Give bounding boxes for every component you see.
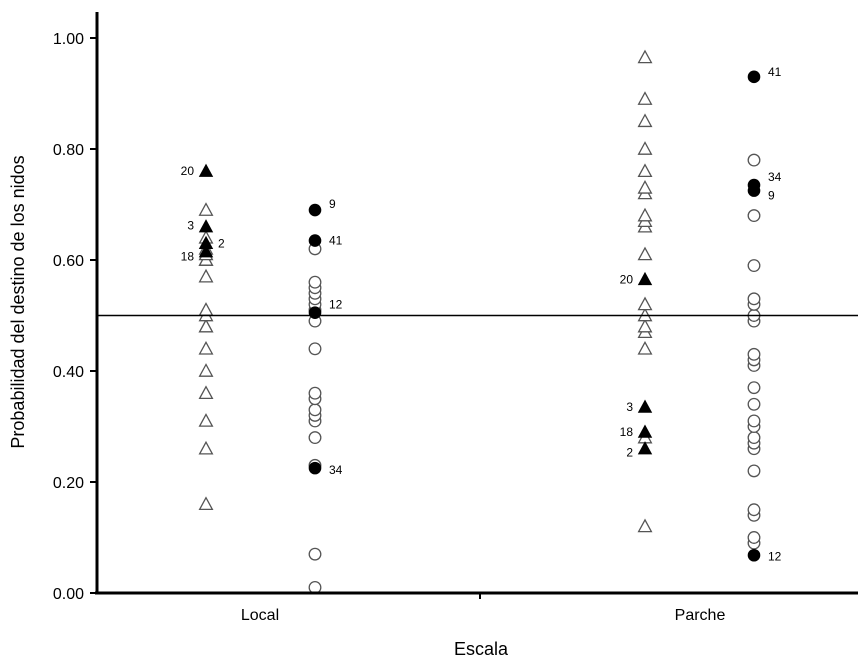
filled-triangle-point (637, 441, 653, 455)
filled-triangle-point (198, 163, 214, 177)
open-circle-point (747, 397, 761, 411)
filled-circle-point (747, 70, 761, 84)
open-triangle-point (198, 268, 214, 283)
open-circle-point (747, 381, 761, 395)
open-circle-point (747, 347, 761, 361)
filled-triangle-point (637, 424, 653, 438)
open-triangle-point (198, 318, 214, 333)
point-label: 12 (329, 298, 343, 312)
open-triangle-point (198, 340, 214, 355)
open-circle-point (747, 431, 761, 445)
point-label: 20 (181, 164, 195, 178)
open-triangle-point (198, 363, 214, 377)
point-label: 18 (181, 250, 195, 264)
point-label: 12 (768, 549, 782, 563)
point-label: 9 (329, 197, 336, 211)
open-triangle-point (637, 49, 653, 64)
open-circle-point (747, 153, 761, 167)
open-circle-point (308, 547, 322, 561)
open-triangle-point (637, 518, 653, 533)
point-label: 41 (768, 65, 782, 79)
filled-circle-point (747, 548, 761, 562)
open-triangle-point (198, 302, 214, 316)
point-label: 2 (626, 446, 633, 460)
point-label: 9 (768, 189, 775, 203)
point-label: 20 (620, 272, 634, 286)
open-circle-point (747, 503, 761, 517)
point-label: 3 (626, 400, 633, 414)
x-category-local: Local (241, 607, 279, 624)
filled-triangle-point (198, 219, 214, 233)
x-category-parche: Parche (675, 607, 726, 624)
x-axis-title: Escala (454, 639, 509, 659)
y-axis-title: Probabilidad del destino de los nidos (8, 155, 28, 448)
open-circle-point (308, 275, 322, 289)
open-circle-point (747, 259, 761, 273)
y-axis-ticks: 0.00 0.20 0.40 0.60 0.80 1.00 (53, 31, 97, 603)
open-triangle-point (637, 246, 653, 261)
open-triangle-point (198, 496, 214, 511)
y-tick-label: 0.00 (53, 586, 84, 603)
open-triangle-point (198, 413, 214, 427)
open-triangle-point (637, 318, 653, 333)
y-tick-label: 0.60 (53, 253, 84, 270)
open-triangle-point (637, 207, 653, 222)
open-circle-point (308, 403, 322, 417)
point-label: 2 (218, 236, 225, 250)
point-label: 18 (620, 425, 634, 439)
filled-triangle-point (198, 244, 214, 258)
open-circle-point (308, 342, 322, 356)
filled-circle-point (747, 184, 761, 197)
open-circle-point (308, 431, 322, 445)
filled-triangle-point (637, 271, 653, 286)
open-triangle-point (198, 440, 214, 455)
open-triangle-point (198, 202, 214, 216)
open-triangle-point (637, 113, 653, 128)
open-circle-point (747, 292, 761, 306)
open-triangle-point (637, 179, 653, 194)
point-label: 34 (768, 170, 782, 184)
filled-circle-point (308, 461, 322, 475)
open-triangle-point (637, 141, 653, 155)
open-triangle-point (637, 163, 653, 178)
filled-circle-point (308, 234, 322, 247)
point-labels: 20 3 2 18 9 41 12 34 20 3 18 2 41 34 9 12 (181, 65, 782, 563)
open-circle-point (747, 531, 761, 544)
open-circle-point (747, 414, 761, 428)
point-label: 34 (329, 463, 343, 477)
y-tick-label: 0.40 (53, 364, 84, 381)
open-triangle-point (637, 296, 653, 311)
point-label: 3 (187, 219, 194, 233)
open-circle-point (747, 464, 761, 478)
open-circle-point (747, 209, 761, 223)
open-circle-point (308, 386, 322, 400)
y-tick-label: 0.20 (53, 475, 84, 492)
open-triangle-point (198, 385, 214, 400)
y-tick-label: 0.80 (53, 142, 84, 159)
open-triangle-point (637, 340, 653, 355)
filled-triangle-point (637, 399, 653, 413)
data-points (198, 49, 761, 594)
filled-circle-point (308, 203, 322, 217)
filled-circle-point (308, 306, 322, 320)
open-triangle-point (637, 91, 653, 105)
y-tick-label: 1.00 (53, 31, 84, 48)
point-label: 41 (329, 234, 343, 248)
